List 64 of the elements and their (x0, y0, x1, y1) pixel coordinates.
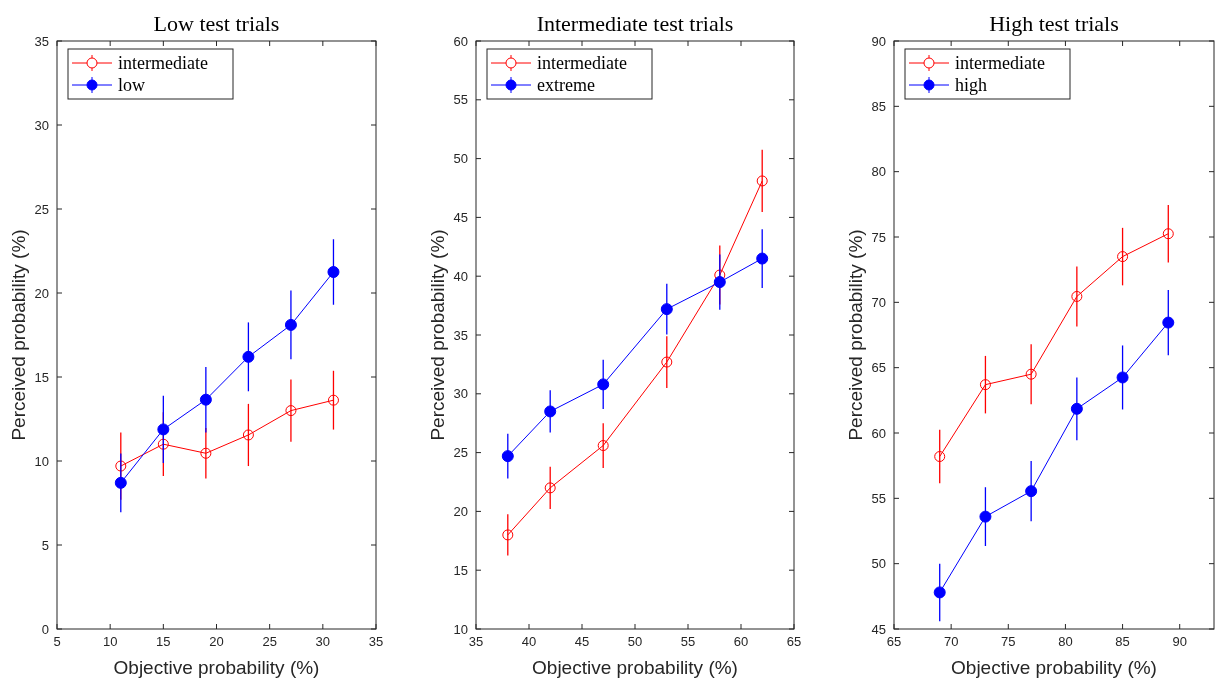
y-tick-label: 75 (871, 229, 886, 245)
y-tick-label: 35 (34, 33, 49, 49)
x-axis-title: Objective probability (%) (532, 657, 738, 678)
y-tick-label: 80 (871, 164, 886, 180)
y-tick-label: 10 (453, 621, 468, 637)
y-tick-label: 10 (34, 453, 49, 469)
y-tick-label: 60 (453, 33, 468, 49)
y-tick-label: 55 (871, 490, 886, 506)
legend-label: high (955, 75, 988, 95)
y-tick-label: 70 (871, 294, 886, 310)
y-tick-label: 25 (453, 445, 468, 461)
x-tick-label: 40 (521, 634, 537, 649)
y-axis-title: Perceived probability (%) (427, 229, 448, 441)
y-tick-label: 45 (453, 209, 468, 225)
x-tick-label: 35 (468, 634, 484, 649)
y-tick-label: 20 (453, 503, 468, 519)
y-tick-label: 45 (871, 621, 886, 637)
y-axis-title: Perceived probability (%) (845, 229, 866, 441)
x-axis-title: Objective probability (%) (113, 657, 320, 678)
y-axis-title: Perceived probability (%) (8, 229, 29, 441)
y-tick-label: 50 (871, 556, 886, 572)
x-tick-label: 25 (262, 634, 277, 649)
x-tick-label: 45 (574, 634, 590, 649)
legend-label: intermediate (955, 53, 1045, 73)
y-tick-label: 15 (453, 562, 468, 578)
chart-title: Low test trials (153, 11, 280, 36)
x-tick-label: 10 (102, 634, 118, 649)
x-tick-label: 75 (1001, 634, 1016, 649)
x-tick-label: 55 (680, 634, 696, 649)
x-axis-title: Objective probability (%) (951, 657, 1157, 678)
legend-label: low (118, 75, 145, 95)
x-tick-label: 80 (1058, 634, 1073, 649)
y-tick-label: 15 (34, 369, 49, 385)
x-tick-label: 35 (368, 634, 384, 649)
x-tick-label: 65 (886, 634, 902, 649)
y-tick-label: 0 (41, 621, 49, 637)
y-tick-label: 85 (871, 98, 886, 114)
y-tick-label: 25 (34, 201, 49, 217)
y-tick-label: 5 (41, 537, 49, 553)
y-tick-label: 90 (871, 33, 886, 49)
x-tick-label: 5 (53, 634, 61, 649)
x-tick-label: 85 (1115, 634, 1130, 649)
y-tick-label: 60 (871, 425, 886, 441)
legend-label: intermediate (118, 53, 208, 73)
y-tick-label: 65 (871, 360, 886, 376)
y-tick-label: 30 (34, 117, 49, 133)
chart-title: High test trials (989, 11, 1119, 36)
y-tick-label: 50 (453, 151, 468, 167)
legend-label: extreme (537, 75, 595, 95)
x-tick-label: 20 (209, 634, 224, 649)
y-tick-label: 30 (453, 386, 468, 402)
x-tick-label: 60 (733, 634, 749, 649)
legend-label: intermediate (537, 53, 627, 73)
x-tick-label: 30 (315, 634, 331, 649)
y-tick-label: 35 (453, 327, 468, 343)
y-tick-label: 55 (453, 92, 468, 108)
y-tick-label: 40 (453, 268, 468, 284)
x-tick-label: 90 (1172, 634, 1187, 649)
x-tick-label: 70 (943, 634, 959, 649)
x-tick-label: 65 (786, 634, 802, 649)
y-tick-label: 20 (34, 285, 49, 301)
x-tick-label: 15 (156, 634, 171, 649)
chart-title: Intermediate test trials (536, 11, 734, 36)
x-tick-label: 50 (627, 634, 643, 649)
